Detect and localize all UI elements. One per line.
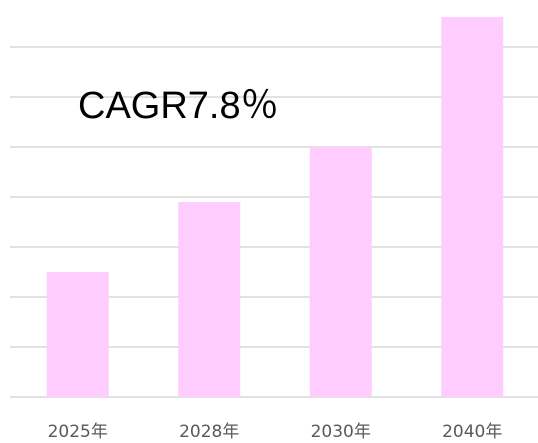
annotation: CAGR7.8％	[78, 85, 279, 127]
x-tick-label: 2028年	[179, 422, 239, 442]
bars	[46, 17, 504, 397]
x-tick-label: 2040年	[442, 422, 502, 442]
x-tick-label: 2030年	[311, 422, 371, 442]
bar	[178, 202, 241, 397]
bar	[46, 272, 109, 397]
bar	[309, 147, 372, 397]
x-tick-label: 2025年	[48, 422, 108, 442]
bar	[441, 17, 504, 397]
